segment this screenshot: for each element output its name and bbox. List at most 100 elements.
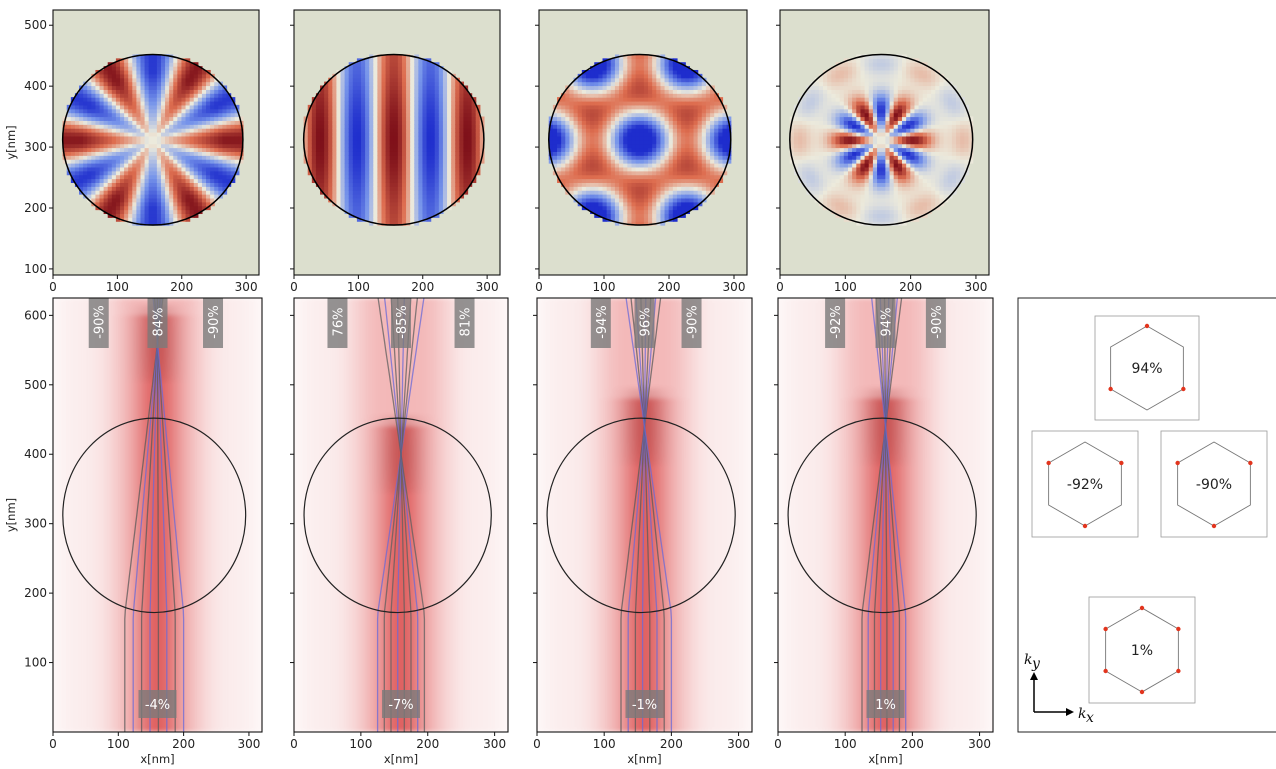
heatmap-cell bbox=[664, 190, 670, 195]
heatmap-cell bbox=[422, 120, 428, 125]
heatmap-cell bbox=[814, 132, 820, 137]
heatmap-cell bbox=[373, 132, 378, 137]
heatmap-cell bbox=[701, 132, 707, 137]
heatmap-cell bbox=[668, 159, 674, 164]
heatmap-cell bbox=[434, 81, 440, 87]
heatmap-cell bbox=[598, 108, 604, 114]
heatmap-cell bbox=[447, 77, 452, 83]
heatmap-cell bbox=[643, 139, 649, 145]
heatmap-cell bbox=[561, 143, 566, 149]
heatmap-cell bbox=[585, 151, 591, 156]
heatmap-cell bbox=[344, 174, 350, 180]
heatmap-cell bbox=[185, 147, 191, 152]
heatmap-cell bbox=[565, 139, 571, 145]
heatmap-cell bbox=[627, 155, 633, 160]
heatmap-cell bbox=[447, 135, 452, 141]
heatmap-cell bbox=[701, 81, 707, 87]
heatmap-cell bbox=[124, 201, 129, 207]
heatmap-cell bbox=[676, 201, 682, 207]
heatmap-cell bbox=[185, 89, 191, 94]
heatmap-cell bbox=[422, 178, 428, 184]
heatmap-cell bbox=[103, 77, 109, 83]
heatmap-cell bbox=[377, 120, 383, 125]
heatmap-cell bbox=[623, 62, 628, 67]
heatmap-cell bbox=[328, 116, 333, 121]
heatmap-cell bbox=[401, 85, 407, 90]
heatmap-cell bbox=[467, 135, 473, 141]
heatmap-cell bbox=[140, 159, 146, 164]
heatmap-cell bbox=[631, 186, 637, 191]
heatmap-cell bbox=[463, 182, 469, 187]
heatmap-cell bbox=[352, 62, 358, 67]
heatmap-cell bbox=[385, 54, 391, 59]
heatmap-cell bbox=[148, 209, 154, 215]
heatmap-cell bbox=[697, 124, 703, 129]
heatmap-cell bbox=[218, 155, 224, 160]
heatmap-cell bbox=[823, 182, 828, 187]
heatmap-cell bbox=[573, 186, 579, 191]
heatmap-cell bbox=[606, 97, 612, 102]
heatmap-cell bbox=[193, 213, 199, 218]
heatmap-cell bbox=[426, 100, 432, 106]
heatmap-cell bbox=[356, 151, 362, 156]
heatmap-cell bbox=[214, 166, 219, 172]
heatmap-cell bbox=[652, 85, 657, 90]
heatmap-cell bbox=[689, 166, 695, 172]
heatmap-cell bbox=[332, 182, 338, 187]
heatmap-cell bbox=[418, 190, 424, 195]
heatmap-cell bbox=[598, 197, 604, 203]
heatmap-cell bbox=[393, 209, 399, 215]
heatmap-cell bbox=[664, 170, 670, 176]
heatmap-cell bbox=[664, 217, 670, 222]
heatmap-cell bbox=[103, 143, 109, 149]
heatmap-cell bbox=[148, 174, 154, 180]
heatmap-cell bbox=[152, 182, 158, 187]
heatmap-cell bbox=[201, 174, 207, 180]
heatmap-cell bbox=[652, 62, 657, 67]
heatmap-cell bbox=[685, 155, 690, 160]
heatmap-cell bbox=[614, 155, 620, 160]
heatmap-cell bbox=[74, 100, 80, 106]
heatmap-cell bbox=[144, 104, 150, 110]
heatmap-cell bbox=[156, 213, 162, 218]
heatmap-cell bbox=[344, 159, 350, 164]
heatmap-cell bbox=[614, 205, 620, 211]
heatmap-cell bbox=[356, 69, 362, 75]
heatmap-cell bbox=[430, 135, 436, 141]
heatmap-cell bbox=[818, 112, 824, 118]
heatmap-cell bbox=[393, 186, 399, 191]
heatmap-cell bbox=[173, 197, 178, 203]
heatmap-cell bbox=[718, 147, 724, 152]
heatmap-cell bbox=[475, 104, 481, 110]
heatmap-cell bbox=[361, 205, 366, 211]
heatmap-cell bbox=[156, 163, 162, 168]
heatmap-cell bbox=[181, 108, 187, 114]
heatmap-cell bbox=[95, 159, 101, 164]
heatmap-cell bbox=[664, 81, 670, 87]
heatmap-cell bbox=[315, 112, 321, 118]
heatmap-cell bbox=[619, 85, 624, 90]
heatmap-cell bbox=[705, 128, 711, 133]
heatmap-cell bbox=[197, 205, 203, 211]
heatmap-cell bbox=[173, 120, 178, 125]
heatmap-cell bbox=[152, 108, 158, 114]
heatmap-cell bbox=[652, 205, 657, 211]
heatmap-cell bbox=[619, 100, 624, 106]
heatmap-cell bbox=[643, 73, 649, 79]
heatmap-cell bbox=[385, 93, 391, 98]
heatmap-cell bbox=[610, 143, 616, 149]
heatmap-cell bbox=[311, 135, 317, 141]
heatmap-cell bbox=[210, 124, 215, 129]
heatmap-cell bbox=[91, 100, 97, 106]
heatmap-cell bbox=[548, 124, 554, 129]
heatmap-cell bbox=[447, 116, 452, 121]
heatmap-cell bbox=[471, 139, 477, 145]
heatmap-cell bbox=[344, 163, 350, 168]
heatmap-cell bbox=[344, 89, 350, 94]
heatmap-cell bbox=[111, 93, 117, 98]
heatmap-cell bbox=[552, 108, 558, 114]
heatmap-cell bbox=[573, 170, 579, 176]
heatmap-cell bbox=[602, 100, 608, 106]
heatmap-cell bbox=[693, 77, 699, 83]
heatmap-cell bbox=[631, 77, 637, 83]
